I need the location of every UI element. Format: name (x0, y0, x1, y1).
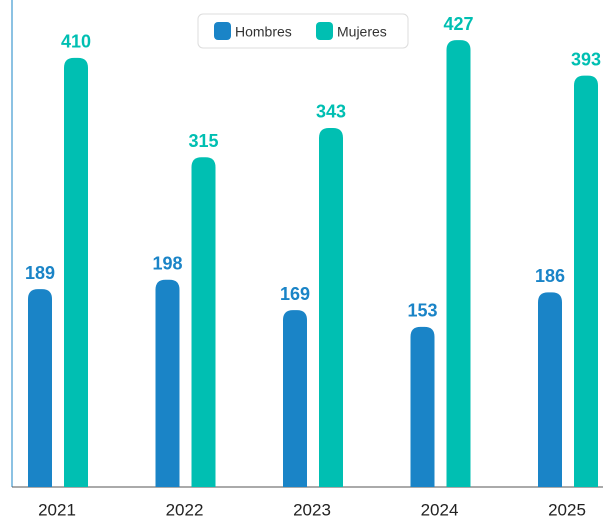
bar (574, 75, 598, 487)
bar (538, 292, 562, 487)
x-tick-label: 2024 (421, 500, 459, 518)
bar (410, 326, 435, 487)
value-label: 198 (152, 254, 182, 274)
legend-swatch (316, 22, 333, 40)
value-label: 315 (188, 131, 218, 151)
x-tick-label: 2023 (293, 500, 331, 518)
bar (446, 40, 471, 487)
value-label: 169 (280, 284, 310, 304)
bar (191, 157, 216, 488)
x-tick-label: 2022 (166, 500, 204, 518)
value-label: 410 (61, 32, 91, 52)
legend-box (197, 13, 409, 49)
bar (64, 57, 88, 487)
legend-label: Hombres (235, 24, 292, 40)
bar (28, 289, 52, 487)
value-label: 186 (535, 266, 565, 286)
x-tick-label: 2025 (548, 500, 586, 518)
value-label: 343 (316, 102, 346, 122)
bar (155, 279, 180, 487)
x-tick-label: 2021 (38, 500, 76, 518)
bar (319, 127, 343, 487)
value-label: 427 (443, 14, 473, 34)
value-label: 189 (25, 263, 55, 283)
legend-swatch (214, 22, 231, 40)
value-label: 153 (407, 301, 437, 321)
value-label: 393 (571, 49, 601, 69)
legend-label: Mujeres (337, 24, 387, 40)
bar (283, 310, 307, 487)
